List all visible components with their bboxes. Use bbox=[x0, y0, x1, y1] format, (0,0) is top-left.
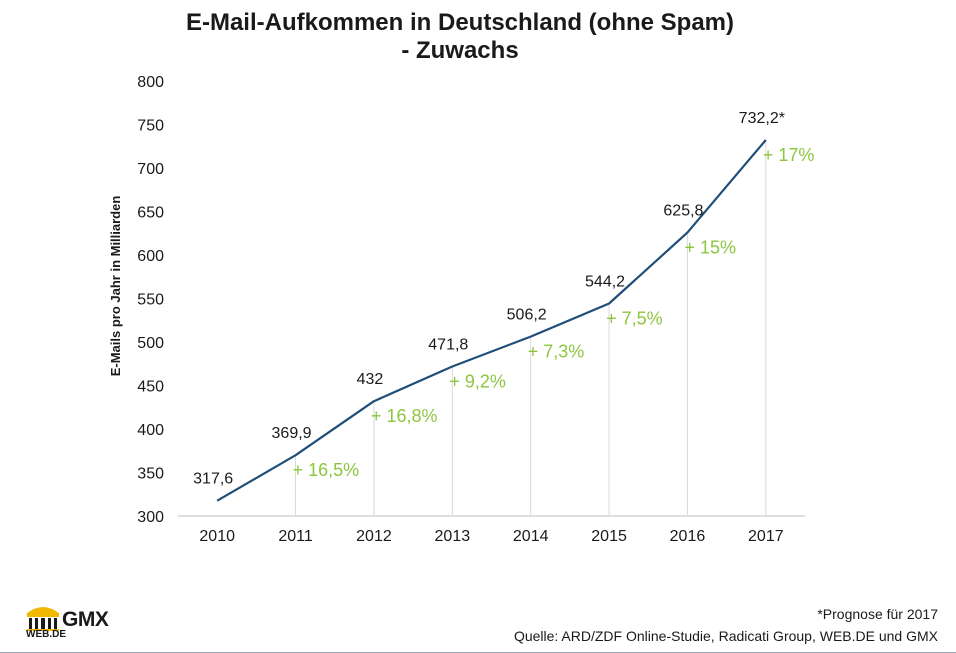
growth-label: + 15% bbox=[684, 238, 736, 258]
x-tick-labels: 2010 2011 2012 2013 2014 2015 2016 2017 bbox=[199, 528, 783, 545]
series-line bbox=[216, 139, 767, 502]
y-tick-label: 500 bbox=[137, 335, 164, 352]
y-tick-label: 300 bbox=[137, 509, 164, 526]
growth-labels: + 16,5% + 16,8% + 9,2% + 7,3% + 7,5% + 15% + 1… bbox=[293, 145, 815, 480]
growth-label: + 7,5% bbox=[606, 309, 663, 329]
y-tick-label: 550 bbox=[137, 292, 164, 309]
x-tick-label: 2010 bbox=[199, 528, 235, 545]
y-tick-label: 400 bbox=[137, 422, 164, 439]
y-tick-label: 750 bbox=[137, 118, 164, 135]
value-label: 471,8 bbox=[428, 337, 468, 354]
x-tick-label: 2017 bbox=[748, 528, 784, 545]
value-label: 544,2 bbox=[585, 274, 625, 291]
value-label: 432 bbox=[357, 371, 384, 388]
gmx-webde-logo: GMX WEB.DE bbox=[24, 600, 124, 642]
growth-label: + 16,8% bbox=[371, 406, 438, 426]
logo-gmx-text: GMX bbox=[62, 608, 109, 631]
y-tick-label: 700 bbox=[137, 161, 164, 178]
growth-label: + 17% bbox=[763, 145, 815, 165]
drop-lines bbox=[295, 139, 767, 516]
y-tick-labels: 300 350 400 450 500 550 600 650 700 750 800 bbox=[137, 74, 164, 526]
value-label: 506,2 bbox=[507, 307, 547, 324]
series-line-path bbox=[216, 139, 767, 502]
x-tick-label: 2014 bbox=[513, 528, 549, 545]
footnote: *Prognose für 2017 bbox=[817, 606, 938, 622]
growth-label: + 7,3% bbox=[528, 342, 585, 362]
source-note: Quelle: ARD/ZDF Online-Studie, Radicati … bbox=[513, 628, 938, 644]
value-label: 732,2* bbox=[739, 110, 785, 127]
gate-icon bbox=[26, 607, 60, 631]
y-tick-label: 800 bbox=[137, 74, 164, 91]
x-tick-label: 2013 bbox=[435, 528, 471, 545]
growth-label: + 16,5% bbox=[293, 460, 360, 480]
chart-title-line1: E-Mail-Aufkommen in Deutschland (ohne Sp… bbox=[185, 9, 735, 36]
chart-title-line2: - Zuwachs bbox=[401, 37, 519, 64]
y-tick-label: 350 bbox=[137, 466, 164, 483]
growth-label: + 9,2% bbox=[449, 372, 506, 392]
x-tick-label: 2016 bbox=[670, 528, 706, 545]
y-tick-label: 650 bbox=[137, 205, 164, 222]
value-label: 625,8 bbox=[663, 203, 703, 220]
value-label: 317,6 bbox=[193, 471, 233, 488]
y-axis-label: E-Mails pro Jahr in Milliarden bbox=[108, 196, 123, 377]
value-label: 369,9 bbox=[272, 425, 312, 442]
y-tick-label: 600 bbox=[137, 248, 164, 265]
y-tick-label: 450 bbox=[137, 379, 164, 396]
x-tick-label: 2012 bbox=[356, 528, 392, 545]
value-labels: 317,6 369,9 432 471,8 506,2 544,2 625,8 732,2* bbox=[193, 110, 785, 488]
x-tick-label: 2011 bbox=[278, 528, 313, 545]
logo-webde-text: WEB.DE bbox=[26, 629, 66, 640]
x-tick-label: 2015 bbox=[591, 528, 627, 545]
